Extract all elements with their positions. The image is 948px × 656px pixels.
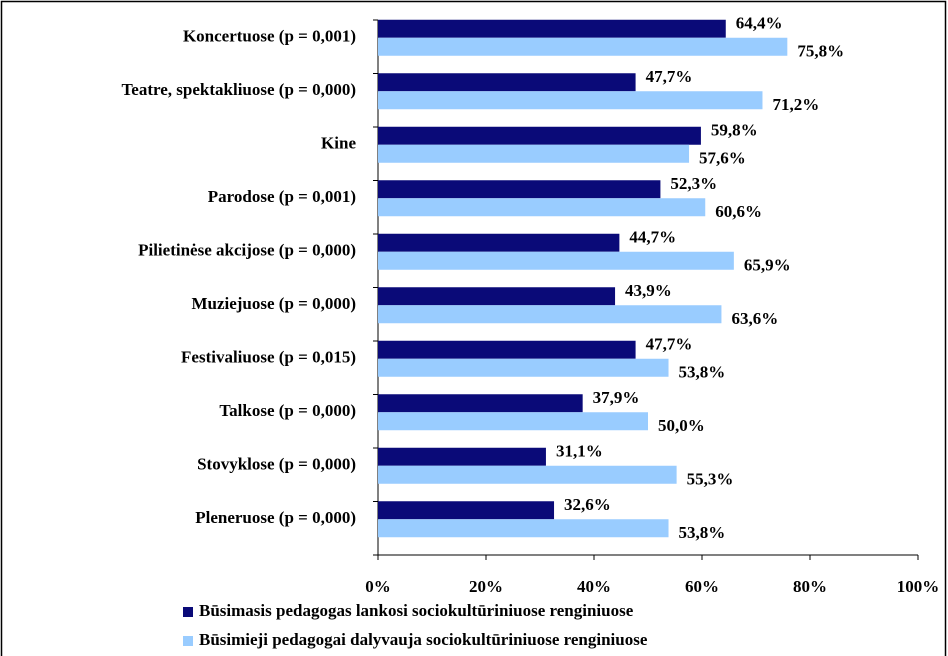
x-tick-label: 20% bbox=[469, 577, 503, 596]
bar bbox=[378, 465, 677, 484]
value-label: 47,7% bbox=[646, 67, 693, 86]
y-tick-label: Pilietinėse akcijose (p = 0,000) bbox=[138, 241, 356, 260]
y-tick-label: Stovyklose (p = 0,000) bbox=[197, 455, 356, 474]
legend-swatch bbox=[183, 636, 193, 646]
legend-label: Būsimasis pedagogas lankosi sociokultūri… bbox=[199, 601, 634, 620]
bar bbox=[378, 501, 555, 520]
value-label: 65,9% bbox=[744, 256, 791, 275]
x-tick-label: 0% bbox=[365, 577, 391, 596]
bar bbox=[378, 37, 788, 56]
value-label: 37,9% bbox=[593, 388, 640, 407]
value-label: 63,6% bbox=[731, 309, 778, 328]
value-label: 57,6% bbox=[699, 149, 746, 168]
bar bbox=[378, 19, 726, 38]
bar bbox=[378, 340, 636, 359]
bar bbox=[378, 144, 690, 163]
bar bbox=[378, 287, 616, 306]
bar bbox=[378, 198, 706, 217]
bar bbox=[378, 519, 669, 538]
value-label: 53,8% bbox=[679, 523, 726, 542]
value-label: 32,6% bbox=[564, 495, 611, 514]
value-label: 59,8% bbox=[711, 121, 758, 140]
bar bbox=[378, 91, 763, 110]
legend-label: Būsimieji pedagogai dalyvauja sociokultū… bbox=[199, 630, 648, 649]
bar bbox=[378, 412, 648, 431]
value-label: 50,0% bbox=[658, 416, 705, 435]
value-label: 71,2% bbox=[772, 95, 819, 114]
y-tick-label: Kine bbox=[321, 134, 356, 153]
value-label: 53,8% bbox=[679, 363, 726, 382]
bar bbox=[378, 358, 669, 377]
value-label: 43,9% bbox=[625, 281, 672, 300]
bar bbox=[378, 233, 620, 252]
bar bbox=[378, 180, 661, 199]
bar bbox=[378, 251, 734, 270]
x-tick-label: 60% bbox=[685, 577, 719, 596]
value-label: 31,1% bbox=[556, 442, 603, 461]
value-label: 47,7% bbox=[646, 335, 693, 354]
bar bbox=[378, 447, 546, 466]
value-label: 64,4% bbox=[736, 14, 783, 33]
bar bbox=[378, 126, 701, 145]
bar bbox=[378, 73, 636, 92]
x-tick-label: 80% bbox=[793, 577, 827, 596]
y-tick-label: Festivaliuose (p = 0,015) bbox=[181, 348, 356, 367]
y-tick-label: Parodose (p = 0,001) bbox=[208, 187, 356, 206]
x-tick-label: 100% bbox=[897, 577, 940, 596]
legend-swatch bbox=[183, 607, 193, 617]
value-label: 75,8% bbox=[797, 42, 844, 61]
value-label: 60,6% bbox=[715, 202, 762, 221]
x-tick-label: 40% bbox=[577, 577, 611, 596]
y-tick-label: Teatre, spektakliuose (p = 0,000) bbox=[122, 80, 356, 99]
value-label: 52,3% bbox=[670, 174, 717, 193]
y-tick-label: Muziejuose (p = 0,000) bbox=[191, 294, 356, 313]
y-tick-label: Talkose (p = 0,000) bbox=[219, 401, 356, 420]
bar bbox=[378, 305, 722, 324]
value-label: 55,3% bbox=[687, 470, 734, 489]
y-tick-label: Koncertuose (p = 0,001) bbox=[183, 27, 356, 46]
value-label: 44,7% bbox=[629, 228, 676, 247]
bar bbox=[378, 394, 583, 413]
y-tick-label: Pleneruose (p = 0,000) bbox=[195, 508, 356, 527]
